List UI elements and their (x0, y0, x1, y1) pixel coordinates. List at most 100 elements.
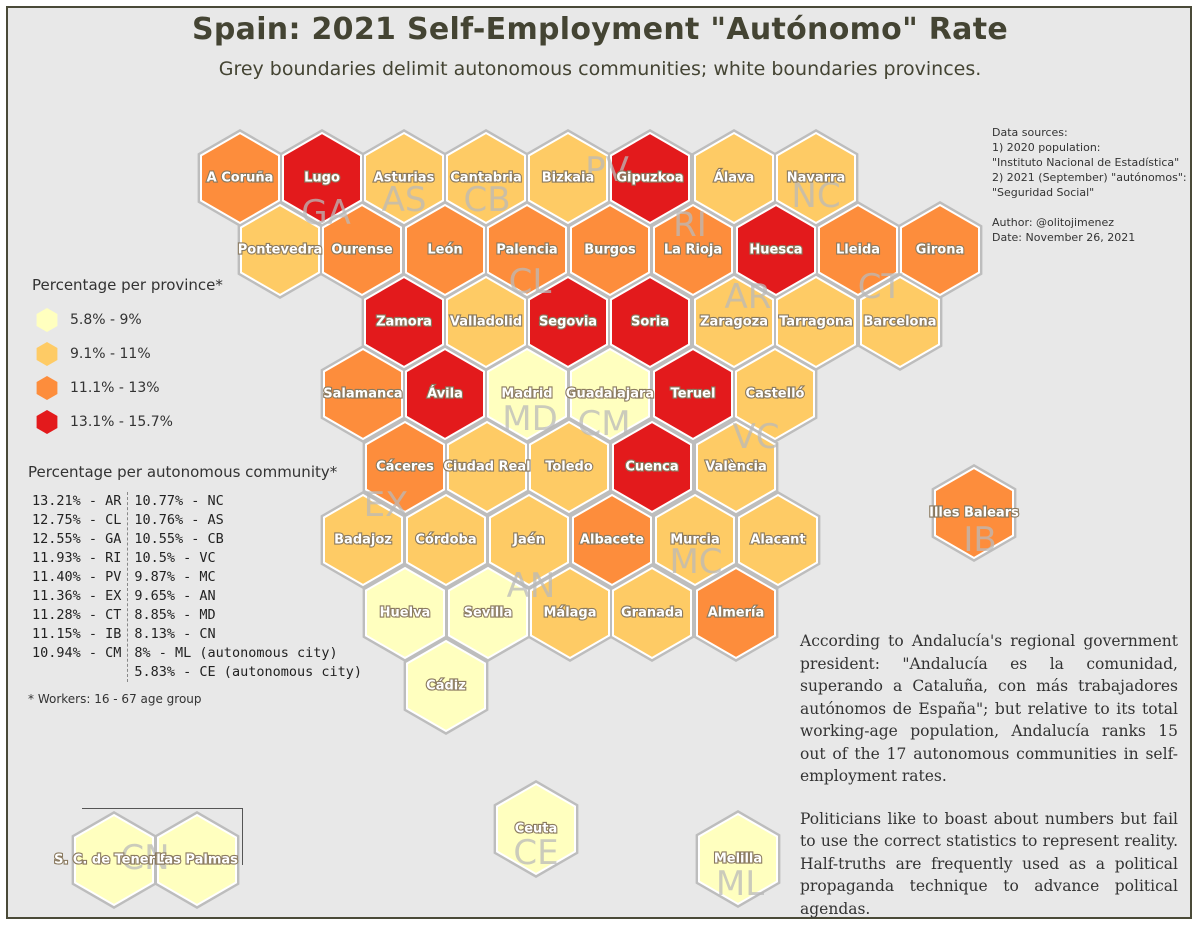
legend-swatch-hex (36, 376, 58, 400)
province-label-alacant: Alacant (750, 533, 805, 548)
map-title: Spain: 2021 Self-Employment "Autónomo" R… (192, 12, 1008, 47)
legend-item-label: 13.1% - 15.7% (70, 414, 173, 430)
province-label-gipuzkoa: Gipuzkoa (616, 171, 683, 186)
legend-swatch-hex (36, 410, 58, 434)
province-hex-burgos[interactable] (570, 203, 650, 297)
province-label-asturias: Asturias (374, 171, 435, 186)
legend-hex-swatch (36, 410, 58, 434)
province-hex-sevilla[interactable] (448, 566, 528, 660)
community-label-pv: PV (585, 150, 629, 190)
province-label-barcelona: Barcelona (863, 315, 936, 330)
province-hex-soria[interactable] (610, 275, 690, 369)
province-hex-palencia[interactable] (487, 203, 567, 297)
province-hex-avila[interactable] (405, 347, 485, 441)
province-label-avila: Ávila (427, 386, 463, 402)
province-label-badajoz: Badajoz (334, 533, 392, 548)
province-hex-ceuta[interactable] (496, 782, 576, 876)
province-hex-caceres[interactable] (365, 420, 445, 514)
province-label-navarra: Navarra (787, 171, 846, 186)
province-hex-pontevedra[interactable] (240, 203, 320, 297)
province-hex-granada[interactable] (612, 566, 692, 660)
province-label-illes-balears: Illes Balears (929, 506, 1019, 521)
province-hex-valencia[interactable] (696, 420, 776, 514)
province-hex-castello[interactable] (735, 347, 815, 441)
legend-item: 5.8% - 9% (34, 308, 142, 332)
province-label-teruel: Teruel (671, 387, 716, 402)
province-hex-zamora[interactable] (364, 275, 444, 369)
province-hex-badajoz[interactable] (323, 493, 403, 587)
community-label-cl: CL (509, 262, 552, 302)
province-hex-jaen[interactable] (489, 493, 569, 587)
province-hex-alava[interactable] (694, 131, 774, 225)
province-hex-illes-balears[interactable] (934, 466, 1014, 560)
province-hex-segovia[interactable] (528, 275, 608, 369)
province-hex-malaga[interactable] (530, 566, 610, 660)
province-hex-salamanca[interactable] (323, 347, 403, 441)
province-hex-cantabria[interactable] (446, 131, 526, 225)
commentary: According to Andalucía's regional govern… (800, 630, 1178, 940)
province-hex-tarragona[interactable] (776, 275, 856, 369)
province-hex-la-rioja[interactable] (653, 203, 733, 297)
province-hex-s-c-de-tenerife[interactable] (74, 813, 154, 907)
province-label-lugo: Lugo (304, 171, 340, 186)
legend-item-label: 11.1% - 13% (70, 380, 160, 396)
community-label-ar: AR (725, 277, 772, 317)
province-label-albacete: Albacete (580, 533, 644, 548)
province-hex-asturias[interactable] (364, 131, 444, 225)
province-hex-huelva[interactable] (365, 566, 445, 660)
province-hex-valladolid[interactable] (446, 275, 526, 369)
province-hex-ciudad-real[interactable] (447, 420, 527, 514)
province-hex-albacete[interactable] (572, 493, 652, 587)
province-hex-a-coruna[interactable] (200, 131, 280, 225)
community-table-row: 11.40% - PV (32, 569, 122, 585)
province-hex-ourense[interactable] (322, 203, 402, 297)
province-label-cantabria: Cantabria (450, 171, 522, 186)
province-label-almeria: Almería (708, 606, 765, 621)
community-table-row: 11.93% - RI (32, 550, 122, 566)
province-label-guadalajara: Guadalajara (566, 387, 654, 402)
province-hex-gipuzkoa[interactable] (610, 131, 690, 225)
province-hex-las-palmas[interactable] (157, 813, 237, 907)
province-label-valladolid: Valladolid (450, 315, 522, 330)
province-hex-almeria[interactable] (696, 566, 776, 660)
province-hex-girona[interactable] (900, 203, 980, 297)
province-hex-navarra[interactable] (776, 131, 856, 225)
province-hex-lugo[interactable] (282, 131, 362, 225)
province-hexes (74, 131, 1014, 907)
community-label-nc: NC (791, 176, 840, 216)
province-label-girona: Girona (916, 243, 965, 258)
province-label-ceuta: Ceuta (515, 822, 558, 837)
province-hex-guadalajara[interactable] (570, 347, 650, 441)
community-label-cn: CN (120, 838, 169, 878)
community-table-row: 12.55% - GA (32, 531, 122, 547)
province-hex-lleida[interactable] (818, 203, 898, 297)
canary-islands-inset-line (82, 808, 243, 865)
province-hex-toledo[interactable] (529, 420, 609, 514)
province-hex-cadiz[interactable] (406, 639, 486, 733)
province-label-palencia: Palencia (496, 243, 557, 258)
province-label-cuenca: Cuenca (625, 460, 678, 475)
community-label-mc: MC (669, 542, 722, 582)
province-hex-bizkaia[interactable] (528, 131, 608, 225)
province-hex-huesca[interactable] (736, 203, 816, 297)
province-label-bizkaia: Bizkaia (542, 171, 595, 186)
province-label-tarragona: Tarragona (779, 315, 853, 330)
province-hex-cordoba[interactable] (406, 493, 486, 587)
province-label-lleida: Lleida (836, 243, 880, 258)
legend-swatch-hex (36, 308, 58, 332)
province-hex-zaragoza[interactable] (694, 275, 774, 369)
province-hex-murcia[interactable] (655, 493, 735, 587)
province-hex-leon[interactable] (405, 203, 485, 297)
province-hex-madrid[interactable] (487, 347, 567, 441)
community-table-row: 11.36% - EX (32, 588, 122, 604)
province-hex-melilla[interactable] (698, 812, 778, 906)
province-hex-cuenca[interactable] (612, 420, 692, 514)
community-table-title: Percentage per autonomous community* (28, 463, 338, 481)
province-hex-teruel[interactable] (653, 347, 733, 441)
province-hex-alacant[interactable] (738, 493, 818, 587)
province-label-jaen: Jaén (512, 533, 545, 548)
province-label-malaga: Málaga (543, 606, 596, 621)
province-hex-barcelona[interactable] (860, 275, 940, 369)
province-label-burgos: Burgos (584, 243, 636, 258)
